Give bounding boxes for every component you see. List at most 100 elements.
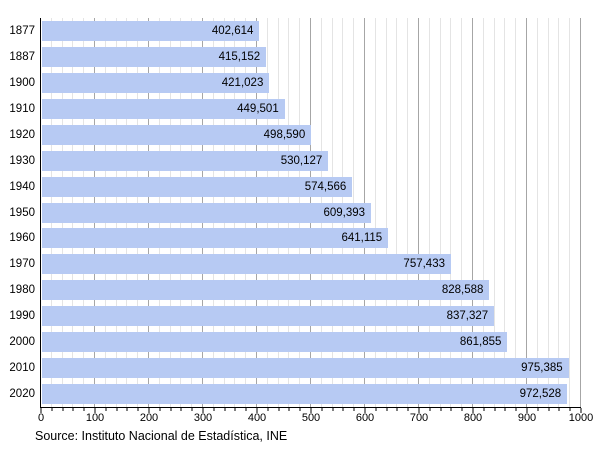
gridline-minor — [407, 18, 409, 407]
axis-tick-label: 500 — [301, 412, 321, 424]
axis-tick-label: 400 — [247, 412, 267, 424]
bar: 861,855 — [42, 332, 508, 353]
year-label: 1960 — [9, 232, 35, 245]
axis-tick — [461, 408, 463, 411]
bar-row: 1887 415,152 — [0, 44, 581, 70]
bar-track: 530,127 — [41, 150, 581, 171]
axis-tick — [116, 408, 118, 411]
bar-row: 1920 498,590 — [0, 122, 581, 148]
axis-tick — [558, 408, 560, 411]
axis-tick — [40, 408, 42, 413]
gridline-minor — [450, 18, 452, 407]
bar-value-label: 828,588 — [441, 284, 484, 297]
axis-tick-label: 100 — [85, 412, 105, 424]
axis-tick — [548, 408, 550, 411]
bar: 837,327 — [42, 306, 495, 327]
bar-value-label: 861,855 — [459, 336, 502, 349]
bar-row: 1950 609,393 — [0, 200, 581, 226]
axis-tick — [580, 408, 582, 413]
bar-value-label: 837,327 — [446, 310, 489, 323]
axis-tick — [353, 408, 355, 411]
axis-tick — [72, 408, 74, 411]
axis-tick — [51, 408, 53, 411]
bar-track: 861,855 — [41, 332, 581, 353]
gridline-minor — [428, 18, 430, 407]
bar-row: 2020 972,528 — [0, 381, 581, 407]
gridline-minor — [482, 18, 484, 407]
axis-tick — [429, 408, 431, 411]
axis-tick — [159, 408, 161, 411]
axis-tick — [224, 408, 226, 411]
gridline-minor — [569, 18, 571, 407]
axis-tick — [526, 408, 528, 413]
axis-tick-label: 200 — [139, 412, 159, 424]
gridline-minor — [461, 18, 463, 407]
axis-tick — [375, 408, 377, 411]
bar-row: 2000 861,855 — [0, 329, 581, 355]
gridline-major — [580, 18, 581, 407]
axis-tick — [450, 408, 452, 411]
bar-track: 449,501 — [41, 98, 581, 119]
axis-tick-label: 900 — [517, 412, 537, 424]
axis-tick — [62, 408, 64, 411]
bar: 574,566 — [42, 176, 353, 197]
axis-tick — [440, 408, 442, 411]
bar-track: 837,327 — [41, 306, 581, 327]
bar: 402,614 — [42, 20, 260, 41]
axis-tick — [234, 408, 236, 411]
axis-tick-label: 700 — [409, 412, 429, 424]
bar-value-label: 609,393 — [323, 206, 366, 219]
bar-value-label: 449,501 — [237, 102, 279, 115]
gridline-minor — [385, 18, 387, 407]
bar-track: 415,152 — [41, 46, 581, 67]
bar-row: 1900 421,023 — [0, 70, 581, 96]
x-axis-tick-labels: 0 100 200 300 400 500 600 700 800 900 1000 — [37, 412, 593, 426]
axis-tick — [288, 408, 290, 411]
gridline-minor — [374, 18, 376, 407]
bar: 972,528 — [42, 384, 568, 405]
bar-row: 1980 828,588 — [0, 277, 581, 303]
year-label: 1910 — [9, 102, 35, 115]
axis-tick — [213, 408, 215, 411]
bar-track: 828,588 — [41, 280, 581, 301]
axis-tick — [191, 408, 193, 411]
bar-track: 609,393 — [41, 202, 581, 223]
axis-tick — [515, 408, 517, 411]
bar-row: 1960 641,115 — [0, 226, 581, 252]
bar-value-label: 415,152 — [218, 50, 261, 63]
bar: 415,152 — [42, 46, 267, 67]
bar-value-label: 757,433 — [403, 258, 445, 271]
bar-track: 757,433 — [41, 254, 581, 275]
axis-tick-label: 0 — [37, 412, 45, 424]
gridline-minor — [439, 18, 441, 407]
axis-tick — [105, 408, 107, 411]
bar-row: 1990 837,327 — [0, 303, 581, 329]
bar: 609,393 — [42, 202, 372, 223]
gridline-minor — [536, 18, 538, 407]
axis-tick — [94, 408, 96, 413]
bar-value-label: 530,127 — [280, 154, 323, 167]
axis-tick — [569, 408, 571, 411]
gridline-minor — [547, 18, 549, 407]
bar: 975,385 — [42, 358, 569, 379]
axis-tick — [407, 408, 409, 411]
year-label: 1877 — [9, 24, 35, 37]
bar-value-label: 975,385 — [521, 362, 563, 375]
bar: 421,023 — [42, 72, 270, 93]
gridline-minor — [493, 18, 495, 407]
axis-tick — [483, 408, 485, 411]
axis-tick — [170, 408, 172, 411]
axis-tick-label: 300 — [193, 412, 213, 424]
year-label: 2000 — [9, 336, 35, 349]
axis-tick — [332, 408, 334, 411]
axis-tick — [494, 408, 496, 411]
x-axis — [40, 408, 582, 414]
year-label: 2010 — [9, 362, 35, 375]
axis-tick — [504, 408, 506, 411]
gridline-minor — [558, 18, 560, 407]
bar-track: 975,385 — [41, 358, 581, 379]
axis-tick — [137, 408, 139, 411]
bar-value-label: 972,528 — [519, 388, 562, 401]
axis-tick — [537, 408, 539, 411]
bar-track: 574,566 — [41, 176, 581, 197]
